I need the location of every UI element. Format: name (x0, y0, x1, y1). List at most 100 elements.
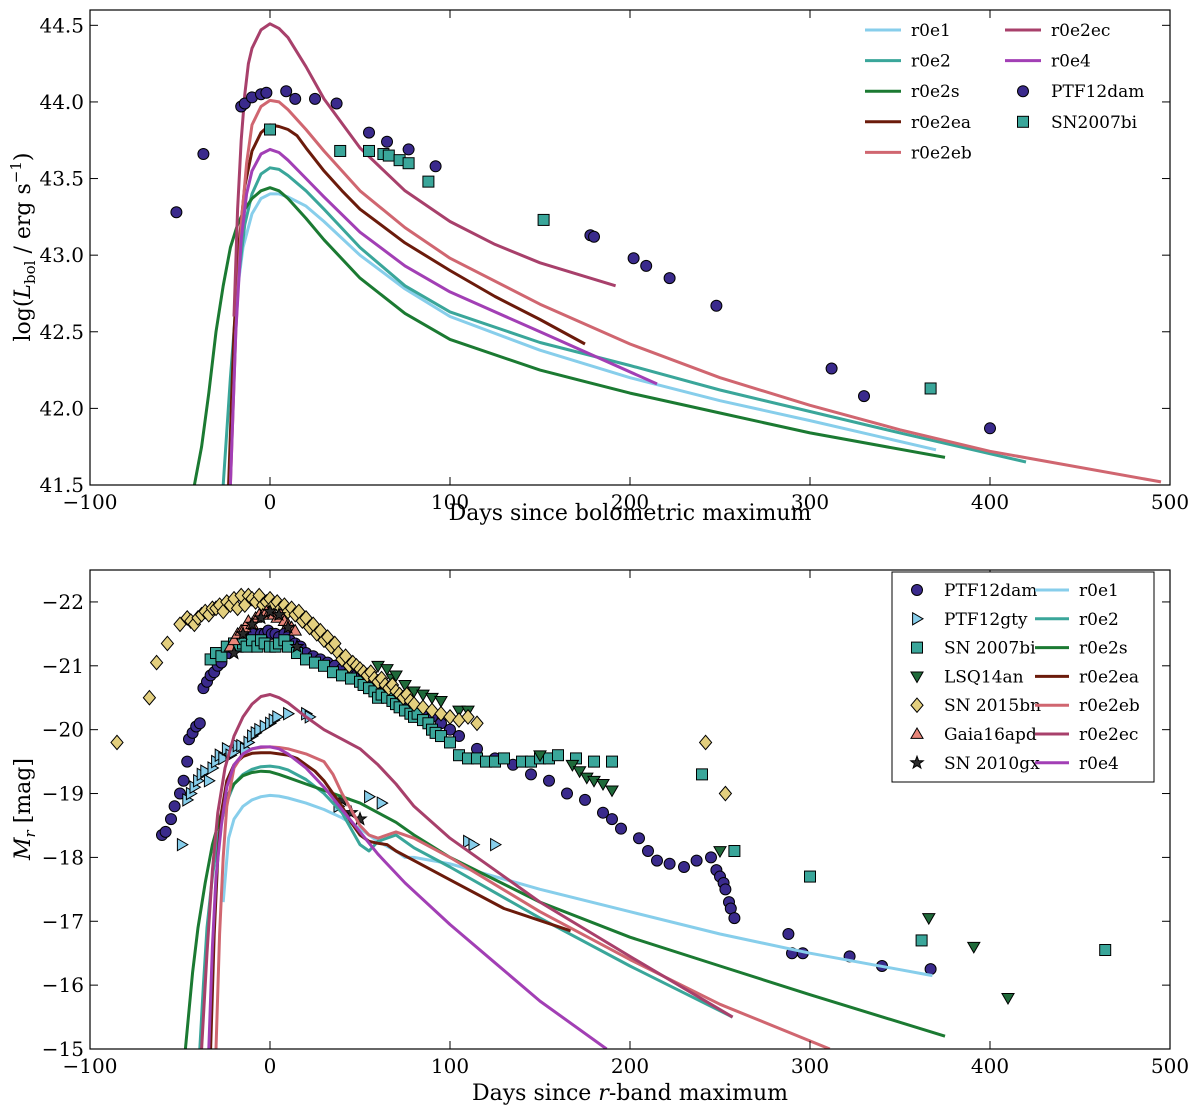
point-ptf12dam (381, 135, 393, 148)
legend: PTF12dam PTF12gty SN 2007bi LSQ14an SN 2015b… (891, 571, 1155, 783)
point-sn-2015bn (461, 708, 475, 725)
point-ptf12dam (627, 252, 640, 265)
point-sn-2007bi (696, 768, 708, 781)
point-ptf12dam (168, 800, 181, 813)
y-tick-label: −15 (42, 1037, 84, 1061)
point-ptf12dam (640, 259, 653, 272)
point-sn-2007bi (1099, 944, 1112, 957)
legend-marker (912, 611, 925, 626)
point-ptf12dam (260, 86, 273, 99)
y-tick-label: 42.5 (39, 320, 84, 344)
point-ptf12gty (376, 796, 389, 811)
point-sn-2015bn (698, 734, 713, 751)
point-gaia16apd (227, 633, 241, 646)
x-tick-label: 100 (431, 1054, 469, 1078)
point-lsq14an (565, 759, 580, 772)
point-lsq14an (587, 775, 601, 788)
point-ptf12gty (218, 751, 231, 766)
point-sn2007bi (402, 157, 415, 170)
y-tick-label: −22 (42, 590, 84, 614)
series-ptf12gty (176, 706, 503, 852)
point-lsq14an (966, 941, 981, 954)
legend-item-ptf12dam: PTF12dam (911, 581, 1037, 601)
point-ptf12dam (330, 97, 343, 110)
y-tick-label: −19 (42, 782, 84, 806)
legend-item-lsq14an: LSQ14an (910, 667, 1024, 687)
legend-marker (911, 641, 923, 654)
legend-item-sn-2007bi: SN 2007bi (911, 639, 1036, 659)
point-sn2007bi (422, 175, 435, 188)
y-tick-label: 41.5 (39, 473, 84, 497)
legend-label: r0e4 (1079, 754, 1119, 774)
series-line-r0e2ec (200, 693, 734, 1049)
legend-label: r0e2 (911, 52, 951, 72)
point-sn2007bi (363, 144, 375, 157)
series-line-r0e2s (192, 186, 946, 485)
point-ptf12dam (525, 768, 537, 781)
point-ptf12dam (705, 851, 717, 864)
legend-item-r0e2ea: r0e2ea (1035, 667, 1139, 687)
point-ptf12dam (825, 362, 838, 375)
point-ptf12gty (364, 789, 377, 804)
point-sn-2015bn (718, 785, 733, 802)
point-lsq14an (371, 660, 385, 673)
point-ptf12dam (588, 230, 600, 243)
legend-label: r0e2s (1079, 639, 1128, 659)
legend-item-r0e1: r0e1 (865, 21, 951, 41)
legend-item-r0e2: r0e2 (1035, 610, 1119, 630)
legend-item-r0e4: r0e4 (1035, 754, 1119, 774)
x-axis-label: Days since bolometric maximum (449, 501, 812, 526)
point-ptf12dam (633, 832, 645, 845)
point-ptf12dam (719, 883, 732, 896)
legend-label: r0e2eb (1079, 696, 1140, 716)
x-tick-label: 400 (971, 490, 1009, 514)
legend-marker (911, 584, 923, 596)
legend-marker (910, 671, 924, 684)
point-ptf12gty (490, 837, 503, 852)
point-sn-2015bn (110, 734, 124, 751)
point-ptf12dam (280, 85, 293, 98)
point-sn-2007bi (606, 755, 618, 768)
top-panel: −100 0 100 200 300 400 500 41.5 42.0 42.5 43.0 43.5… (7, 9, 1189, 526)
point-ptf12dam (193, 717, 206, 730)
point-sn2007bi (537, 213, 550, 226)
point-ptf12gty (176, 837, 189, 852)
legend-item-r0e2ea: r0e2ea (865, 113, 971, 133)
point-sn-2007bi (318, 659, 330, 672)
point-ptf12dam (642, 845, 654, 858)
x-tick-label: 300 (791, 490, 829, 514)
point-lsq14an (398, 680, 412, 693)
series-line-r0e4 (228, 147, 658, 485)
legend-label: SN2007bi (1051, 113, 1138, 133)
series-line-r0e2 (198, 764, 734, 1049)
y-tick-label: −17 (42, 909, 84, 933)
series-line-r0e2ec (232, 22, 617, 317)
point-lsq14an (1001, 993, 1015, 1005)
series-ptf12dam (170, 85, 996, 435)
point-lsq14an (416, 689, 430, 702)
legend-label: SN 2007bi (944, 639, 1036, 659)
point-ptf12dam (663, 857, 676, 870)
legend-label: SN 2015bn (944, 696, 1041, 716)
series-line-r0e1 (221, 793, 933, 978)
y-tick-label: 44.5 (39, 13, 84, 37)
legend-label: PTF12gty (944, 610, 1028, 630)
y-tick-label: 43.5 (39, 167, 84, 191)
legend-item-r0e2eb: r0e2eb (865, 143, 972, 163)
plot-area (170, 22, 1162, 485)
series-sn2007bi (264, 123, 937, 395)
x-tick-label: −100 (63, 490, 118, 514)
series-line-r0e4 (207, 745, 608, 1049)
legend-item-ptf12dam: PTF12dam (1017, 82, 1144, 102)
legend-label: r0e4 (1051, 52, 1091, 72)
legend-item-r0e4: r0e4 (1005, 52, 1091, 72)
legend-marker (1017, 115, 1029, 128)
y-tick-label: 43.0 (39, 243, 84, 267)
plot-area (110, 587, 1112, 1049)
legend-label: r0e1 (911, 21, 951, 41)
point-lsq14an (596, 779, 610, 792)
point-lsq14an (389, 670, 403, 683)
point-sn-2010gx (226, 644, 242, 660)
point-sn-2007bi (915, 934, 928, 947)
x-tick-label: 200 (611, 1054, 649, 1078)
